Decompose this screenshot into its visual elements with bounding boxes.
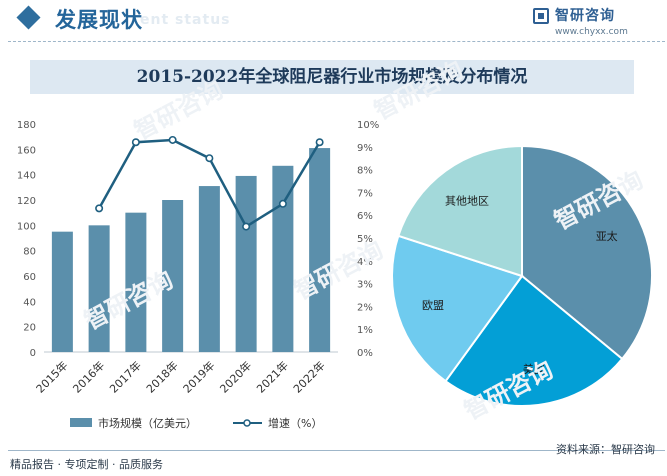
pie-slice-label: 欧盟 (422, 299, 444, 312)
pie-slice (391, 234, 524, 383)
y-right-tick-label: 2% (357, 302, 373, 313)
y-left-tick-label: 60 (23, 272, 36, 283)
y-left-tick-label: 180 (17, 120, 36, 131)
growth-point (168, 135, 177, 144)
x-tick-label: 2016年 (70, 358, 107, 395)
y-right-tick-label: 6% (357, 211, 373, 222)
y-left-tick-label: 120 (17, 196, 36, 207)
bar (198, 186, 220, 352)
header-title: 发展现状 (55, 8, 143, 32)
y-right-tick-label: 5% (357, 234, 373, 245)
y-left-tick-label: 0 (30, 348, 36, 359)
y-left-tick-label: 20 (23, 323, 36, 334)
x-tick-label: 2020年 (217, 358, 254, 395)
pie-slice-label: 其他地区 (445, 194, 489, 207)
y-right-tick-label: 8% (357, 166, 373, 177)
y-left-tick-label: 80 (23, 247, 36, 258)
bar (272, 165, 294, 352)
bar (88, 225, 110, 352)
pie-slice (444, 274, 624, 407)
y-right-tick-label: 9% (357, 143, 373, 154)
footer-divider (8, 450, 665, 451)
y-right-tick-label: 4% (357, 257, 373, 268)
growth-point (95, 204, 104, 213)
page-header: ent status 发展现状 智研咨询 www.chyxx.com (0, 0, 667, 44)
y-left-tick-label: 100 (17, 221, 36, 232)
x-tick-label: 2021年 (254, 358, 291, 395)
bar (125, 212, 147, 352)
chart-title-band: 2015-2022年全球阻尼器行业市场规模及分布情况 (30, 60, 634, 94)
y-right-tick-label: 7% (357, 188, 373, 199)
chart-legend: 市场规模（亿美元） 增速（%） (70, 416, 322, 430)
x-tick-label: 2018年 (143, 358, 180, 395)
bar (162, 200, 184, 352)
y-right-tick-label: 1% (357, 325, 373, 336)
legend-swatch-marker (243, 419, 251, 427)
legend-label-line: 增速（%） (268, 416, 322, 430)
growth-point (242, 222, 251, 231)
footer-slogan: 精品报告 · 专项定制 · 品质服务 (10, 458, 163, 471)
x-tick-label: 2015年 (33, 358, 70, 395)
chart-title: 2015-2022年全球阻尼器行业市场规模及分布情况 (136, 67, 528, 87)
watermark-text: 智研咨询 (370, 56, 468, 126)
growth-point (278, 199, 287, 208)
watermark-text: 智研咨询 (130, 76, 228, 146)
page-footer: 精品报告 · 专项定制 · 品质服务 资料来源：智研咨询 (0, 443, 667, 476)
x-tick-label: 2017年 (107, 358, 144, 395)
y-right-tick-label: 0% (357, 348, 373, 359)
chart-canvas: 0 20 40 60 80 100 120 140 160 180 0% 1% 2% 3% 4% 5% 6% 7%… (17, 56, 653, 430)
legend-swatch-bar (70, 418, 92, 427)
watermark-text: 智研咨询 (290, 236, 388, 306)
x-tick-label: 2022年 (290, 358, 327, 395)
source-note: 资料来源：智研咨询 (556, 443, 655, 456)
bar (235, 175, 257, 352)
header-divider (8, 41, 665, 42)
pie-slice (521, 144, 653, 361)
pie-slice-label: 亚太 (596, 230, 618, 243)
brand-name: 智研咨询 (555, 8, 615, 24)
growth-point (131, 138, 140, 147)
y-right-tick-label: 3% (357, 280, 373, 291)
y-right-tick-label: 10% (357, 120, 379, 131)
bar-line-chart: 0 20 40 60 80 100 120 140 160 180 0% 1% 2% 3% 4% 5% 6% 7%… (17, 120, 379, 396)
y-left-tick-label: 140 (17, 171, 36, 182)
y-left-tick-label: 40 (23, 297, 36, 308)
pie-slice-label: 美国 (523, 363, 545, 376)
bar (309, 148, 331, 352)
x-tick-label: 2019年 (180, 358, 217, 395)
brand-url: www.chyxx.com (555, 27, 628, 37)
brand-logo-icon (533, 8, 549, 24)
header-subtitle: ent status (140, 12, 231, 28)
brand-block: 智研咨询 www.chyxx.com (533, 5, 653, 41)
legend-label-bar: 市场规模（亿美元） (98, 416, 197, 430)
pie-slice (397, 144, 523, 278)
bar (51, 231, 73, 352)
growth-point (315, 138, 324, 147)
growth-point (205, 154, 214, 163)
y-left-tick-label: 160 (17, 145, 36, 156)
